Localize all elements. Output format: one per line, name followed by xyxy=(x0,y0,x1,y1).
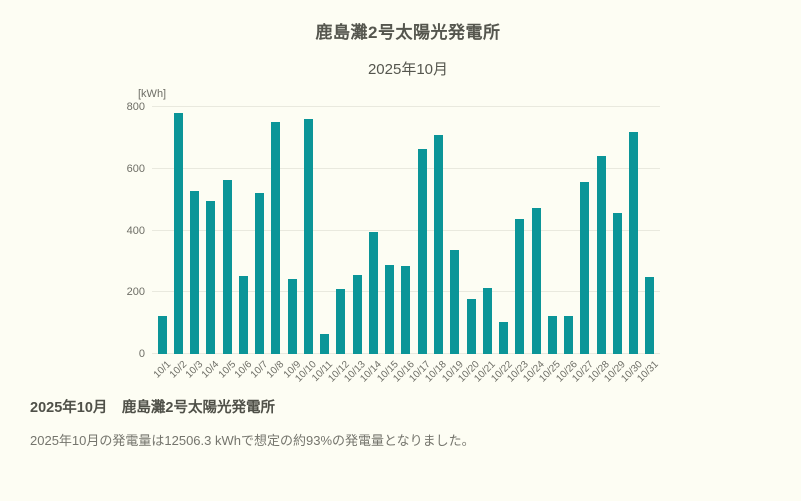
bar-slot-10/1 xyxy=(154,107,170,354)
bar-slot-10/28 xyxy=(593,107,609,354)
bar-10/7 xyxy=(255,192,265,354)
y-axis-tick-label-200: 200 xyxy=(126,286,145,299)
bar-slot-10/8 xyxy=(268,107,284,354)
bar-series xyxy=(152,107,660,354)
bar-slot-10/12 xyxy=(333,107,349,354)
bar-10/8 xyxy=(271,121,281,354)
x-axis-tick-10/1: 10/1 xyxy=(151,354,173,394)
bar-10/22 xyxy=(499,321,509,354)
bar-slot-10/6 xyxy=(235,107,251,354)
summary-section: 2025年10月 鹿島灘2号太陽光発電所 2025年10月の発電量は12506.… xyxy=(30,396,770,449)
bar-slot-10/22 xyxy=(496,107,512,354)
y-axis-tick-label-400: 400 xyxy=(126,224,145,237)
bar-slot-10/27 xyxy=(577,107,593,354)
bar-10/20 xyxy=(466,299,476,354)
bar-10/19 xyxy=(450,250,460,354)
y-axis-tick-label-800: 800 xyxy=(126,101,145,113)
bar-slot-10/23 xyxy=(512,107,528,354)
bar-slot-10/16 xyxy=(398,107,414,354)
chart-title: 鹿島灘2号太陽光発電所 xyxy=(315,23,501,42)
bar-10/2 xyxy=(173,113,183,354)
bar-10/21 xyxy=(482,288,492,354)
bar-10/24 xyxy=(531,208,541,354)
bar-10/12 xyxy=(336,289,346,354)
bar-10/26 xyxy=(564,316,574,354)
bar-10/13 xyxy=(352,274,362,354)
bar-10/23 xyxy=(515,219,525,354)
bar-slot-10/20 xyxy=(463,107,479,354)
x-axis-tick-10/4: 10/4 xyxy=(200,354,222,394)
summary-body: 2025年10月の発電量は12506.3 kWhで想定の約93%の発電量となりま… xyxy=(30,433,475,448)
bar-10/17 xyxy=(417,148,427,354)
bar-10/16 xyxy=(401,266,411,354)
bar-slot-10/31 xyxy=(642,107,658,354)
bar-10/27 xyxy=(580,182,590,354)
bar-10/6 xyxy=(238,276,248,354)
x-axis-tick-10/6: 10/6 xyxy=(233,354,255,394)
bar-10/5 xyxy=(222,180,232,354)
y-axis-unit-label: [kWh] xyxy=(138,88,167,100)
bar-10/15 xyxy=(385,264,395,354)
x-axis-tick-10/31: 10/31 xyxy=(635,354,660,394)
bar-10/4 xyxy=(206,200,216,354)
bar-slot-10/9 xyxy=(284,107,300,354)
bar-slot-10/21 xyxy=(479,107,495,354)
bar-slot-10/24 xyxy=(528,107,544,354)
bar-slot-10/17 xyxy=(414,107,430,354)
x-axis-tick-10/5: 10/5 xyxy=(216,354,238,394)
bar-10/30 xyxy=(629,131,639,354)
bar-slot-10/5 xyxy=(219,107,235,354)
bar-10/3 xyxy=(190,191,200,354)
bar-slot-10/18 xyxy=(431,107,447,354)
summary-heading: 2025年10月 鹿島灘2号太陽光発電所 xyxy=(30,400,275,416)
x-axis-labels: 10/1 10/2 10/3 10/4 10/5 10/6 10/7 10/8 10/9 10/1… xyxy=(151,354,661,394)
bar-slot-10/11 xyxy=(317,107,333,354)
bar-10/28 xyxy=(596,156,606,354)
bar-slot-10/26 xyxy=(561,107,577,354)
y-axis-tick-label-600: 600 xyxy=(126,162,145,175)
bar-slot-10/25 xyxy=(544,107,560,354)
bar-slot-10/29 xyxy=(609,107,625,354)
gridline-600 xyxy=(152,167,660,169)
bar-10/14 xyxy=(368,231,378,354)
bar-10/31 xyxy=(645,276,655,354)
gridline-800 xyxy=(152,106,660,107)
bar-10/25 xyxy=(547,316,557,354)
solar-generation-chart: 鹿島灘2号太陽光発電所 2025年10月 [kWh] 0 200 400 600 800… xyxy=(112,18,664,394)
gridline-400 xyxy=(152,229,660,231)
plot-area: 0 200 400 600 800 xyxy=(127,101,660,360)
bar-slot-10/3 xyxy=(187,107,203,354)
bar-slot-10/15 xyxy=(382,107,398,354)
chart-subtitle: 2025年10月 xyxy=(367,61,449,78)
bar-slot-10/19 xyxy=(447,107,463,354)
bar-slot-10/30 xyxy=(626,107,642,354)
bar-slot-10/4 xyxy=(203,107,219,354)
bar-10/18 xyxy=(434,135,444,354)
bar-10/9 xyxy=(287,279,297,354)
bar-slot-10/10 xyxy=(300,107,316,354)
bar-slot-10/2 xyxy=(170,107,186,354)
y-axis-tick-label-0: 0 xyxy=(138,348,145,360)
bar-slot-10/14 xyxy=(365,107,381,354)
bar-10/1 xyxy=(157,316,167,354)
x-axis-tick-10/8: 10/8 xyxy=(265,354,287,394)
bar-10/11 xyxy=(320,333,330,354)
bar-slot-10/7 xyxy=(252,107,268,354)
bar-10/10 xyxy=(303,118,313,354)
bar-10/29 xyxy=(612,213,622,354)
bar-slot-10/13 xyxy=(349,107,365,354)
x-axis-tick-10/2: 10/2 xyxy=(167,354,189,394)
